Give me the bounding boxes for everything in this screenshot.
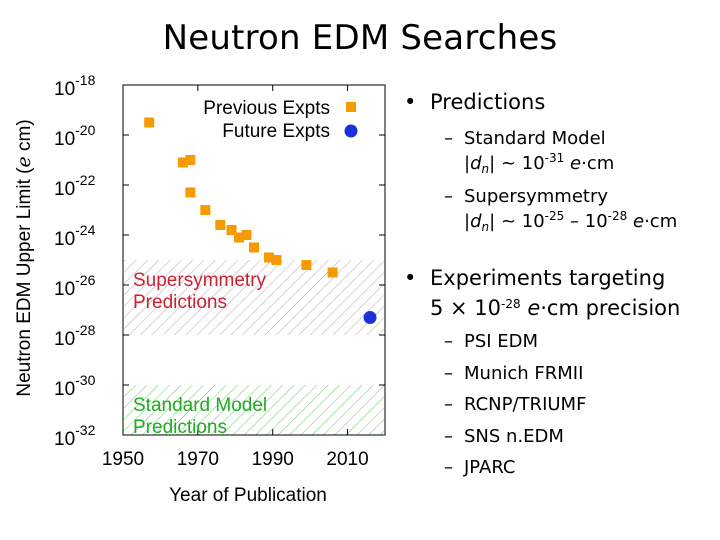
point-1-0 [363,311,377,324]
legend-label-1: Future Expts [222,121,330,142]
point-0-9 [249,242,259,253]
sm-exponent: -31 [544,151,565,165]
experiment-item: – RCNP/TRIUMF [444,394,587,415]
y-tick-label: 10-32 [54,422,96,450]
precision-exponent: -28 [501,297,521,311]
experiments-line2: 5 × 10-28 e·cm precision [430,296,680,320]
range-dash: – [570,211,580,232]
sm-label: Standard Model [464,128,606,149]
band-1 [124,385,384,435]
susy-exponent-b: -28 [607,209,628,223]
experiment-item: – JPARC [444,457,516,478]
precision-suffix: ·cm precision [540,296,681,320]
sub-n: n [481,162,490,176]
ten: 10 [521,211,545,232]
point-0-10 [263,252,274,263]
legend-marker-0 [346,102,356,112]
experiments-line1: Experiments targeting [430,266,666,290]
experiment-item: – Munich FRMII [444,362,584,384]
point-0-7 [234,232,245,243]
y-tick-label: 10-22 [54,172,96,200]
susy-label: Supersymmetry [464,186,609,207]
point-0-13 [327,267,338,278]
point-0-4 [200,205,211,215]
point-0-12 [301,260,312,270]
experiment-item: – SNS n.EDM [444,425,564,447]
bullet-predictions: • Predictions [404,90,545,114]
y-tick-label: 10-28 [54,322,96,350]
band-label-1-1: Predictions [133,417,227,438]
sub-n: n [481,220,490,234]
dash: – [444,128,453,149]
d-char: d [470,211,482,232]
pipe-right: | [489,153,496,174]
ten: 10 [521,153,545,174]
e-char: e [527,296,541,320]
approx: ~ [500,153,517,174]
legend-marker-1 [344,124,358,138]
point-0-1 [177,157,188,168]
x-tick-label: 1990 [252,449,294,470]
pipe-left: | [464,153,471,174]
d-char: d [470,153,482,174]
bullet-dot: • [404,90,417,114]
sub-standard-model: – Standard Model [444,128,606,149]
pipe-right: | [489,211,496,232]
e-char: e [570,153,582,174]
point-0-2 [185,155,196,165]
y-tick-label: 10-20 [54,122,96,150]
y-tick-label: 10-24 [54,222,96,250]
band-label-0-0: Supersymmetry [133,270,267,291]
ten: 10 [584,211,608,232]
x-tick-label: 2010 [326,449,368,470]
bullet-experiments: • Experiments targeting [404,266,665,290]
x-tick-label: 1970 [177,449,219,470]
y-tick-label: 10-26 [54,272,96,300]
point-0-5 [215,220,226,230]
point-0-0 [144,117,155,128]
band-0 [124,260,384,335]
cm-text: ·cm [644,211,678,232]
pipe-left: | [464,211,471,232]
x-axis-label: Year of Publication [169,485,327,506]
sub-supersymmetry: – Supersymmetry [444,186,608,207]
point-0-8 [241,230,252,240]
precision-prefix: 5 × 10 [430,296,502,320]
experiment-item: – PSI EDM [444,331,539,352]
plot-frame [122,84,386,436]
approx: ~ [500,211,517,232]
point-0-11 [271,255,282,265]
point-0-6 [226,225,237,235]
edm-chart: 1950 1970 1990 2010 10-18 10-20 10-22 10-24 10-2… [13,72,386,506]
legend-label-0: Previous Expts [203,98,330,119]
x-tick-label: 1950 [102,449,144,470]
e-char: e [633,211,645,232]
y-tick-label: 10-18 [54,72,96,100]
dash: – [444,186,453,207]
y-tick-label: 10-30 [54,372,96,400]
sm-value: |dn| ~ 10-31 e·cm [464,151,615,176]
band-label-1-0: Standard Model [133,395,267,416]
y-axis-label: Neutron EDM Upper Limit (e cm) [13,119,35,396]
susy-value: |dn| ~ 10-25 – 10-28 e·cm [464,209,678,234]
susy-exponent-a: -25 [544,209,565,223]
bullet-dot: • [404,266,417,290]
slide-title: Neutron EDM Searches [162,18,558,58]
point-0-3 [185,187,196,198]
predictions-label: Predictions [430,90,546,114]
cm-text: ·cm [581,153,615,174]
band-label-0-1: Predictions [133,292,227,313]
